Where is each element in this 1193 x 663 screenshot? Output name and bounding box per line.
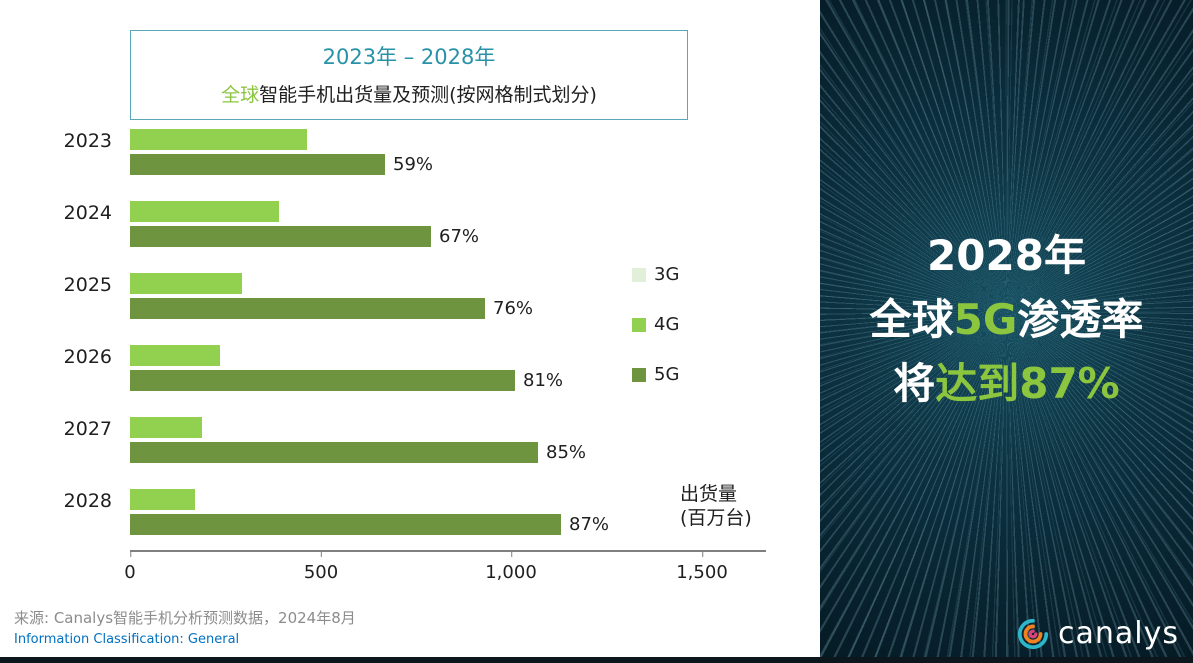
year-label-2023: 2023 xyxy=(63,130,112,152)
5g-share-label-2023: 59% xyxy=(393,154,434,175)
legend-swatch-4g xyxy=(632,317,646,332)
x-tick-0: 0 xyxy=(124,552,136,583)
bar-group-2025: 76% xyxy=(130,273,533,319)
classification-note: Information Classification: General xyxy=(14,632,240,647)
canalys-logo-text: canalys xyxy=(1058,616,1179,651)
5g-share-label-2028: 87% xyxy=(569,514,610,535)
chart-row-2028: 2028 87% xyxy=(64,476,609,548)
x-axis: 0 500 1,000 1,500 xyxy=(124,550,766,583)
chart-row-2025: 2025 76% xyxy=(64,260,609,332)
bar-4g-2025 xyxy=(130,273,242,294)
chart-title-main: 全球智能手机出货量及预测(按网格制式划分) xyxy=(135,80,683,107)
year-label-2026: 2026 xyxy=(63,346,112,368)
bar-5g-2025 xyxy=(130,298,485,319)
bar-line-5g-2024: 67% xyxy=(130,226,479,247)
chart-panel: 2023年 – 2028年 全球智能手机出货量及预测(按网格制式划分) 2023… xyxy=(14,30,766,647)
legend-label-3g: 3G xyxy=(654,264,680,285)
legend-item-4g: 4G xyxy=(632,314,679,335)
canalys-logo: canalys xyxy=(1016,616,1179,651)
legend-swatch-5g xyxy=(632,367,646,382)
axis-unit-line1: 出货量 xyxy=(680,483,738,505)
headline-line1: 2028年 xyxy=(927,231,1086,280)
x-tick-1,000: 1,000 xyxy=(485,552,537,583)
right-headline: 2028年 全球5G渗透率 将达到87% xyxy=(820,224,1193,416)
bar-group-2023: 59% xyxy=(130,129,433,175)
chart-legend: 3G 4G 5G xyxy=(632,264,679,414)
chart-title-rest: 智能手机出货量及预测(按网格制式划分) xyxy=(259,84,597,106)
chart-row-2024: 2024 67% xyxy=(64,188,609,260)
bar-chart: 2023 59% 2024 67% 2025 76% 2026 81% 2027 85% 2028 8… xyxy=(64,116,609,548)
axis-unit-label: 出货量 (百万台) xyxy=(680,482,752,530)
canalys-logo-icon xyxy=(1016,617,1050,651)
bar-5g-2028 xyxy=(130,514,561,535)
bar-4g-2028 xyxy=(130,489,195,510)
headline-line2: 全球5G渗透率 xyxy=(820,288,1193,352)
year-label-2027: 2027 xyxy=(63,418,112,440)
headline-line3-pre: 将 xyxy=(893,359,936,408)
bar-line-5g-2025: 76% xyxy=(130,298,533,319)
bar-group-2028: 87% xyxy=(130,489,609,535)
legend-label-4g: 4G xyxy=(654,314,680,335)
bar-5g-2026 xyxy=(130,370,515,391)
chart-row-2023: 2023 59% xyxy=(64,116,609,188)
bar-5g-2023 xyxy=(130,154,385,175)
bottom-edge-strip xyxy=(0,657,1193,663)
year-label-2024: 2024 xyxy=(63,202,112,224)
5g-share-label-2027: 85% xyxy=(546,442,587,463)
bar-group-2027: 85% xyxy=(130,417,586,463)
x-tick-500: 500 xyxy=(303,552,339,583)
bar-5g-2027 xyxy=(130,442,538,463)
bar-line-4g-2026 xyxy=(130,345,563,366)
5g-share-label-2026: 81% xyxy=(523,370,564,391)
chart-row-2027: 2027 85% xyxy=(64,404,609,476)
5g-share-label-2025: 76% xyxy=(493,298,534,319)
legend-item-3g: 3G xyxy=(632,264,679,285)
year-label-2025: 2025 xyxy=(63,274,112,296)
chart-row-2026: 2026 81% xyxy=(64,332,609,404)
headline-line2-post: 渗透率 xyxy=(1017,295,1144,344)
bar-group-2024: 67% xyxy=(130,201,479,247)
bar-line-4g-2025 xyxy=(130,273,533,294)
bar-4g-2023 xyxy=(130,129,307,150)
bar-line-5g-2028: 87% xyxy=(130,514,609,535)
x-tick-1,500: 1,500 xyxy=(676,552,728,583)
headline-line2-pre: 全球 xyxy=(869,295,954,344)
chart-title-box: 2023年 – 2028年 全球智能手机出货量及预测(按网格制式划分) xyxy=(130,30,688,120)
chart-title-highlight: 全球 xyxy=(221,84,260,106)
legend-label-5g: 5G xyxy=(654,364,680,385)
bar-line-5g-2023: 59% xyxy=(130,154,433,175)
bar-line-4g-2028 xyxy=(130,489,609,510)
axis-unit-line2: (百万台) xyxy=(680,507,752,529)
legend-swatch-3g xyxy=(632,267,646,282)
bar-5g-2024 xyxy=(130,226,431,247)
bar-4g-2027 xyxy=(130,417,202,438)
bar-line-4g-2023 xyxy=(130,129,433,150)
highlight-panel: 2028年 全球5G渗透率 将达到87% canalys xyxy=(820,0,1193,663)
source-note: 来源: Canalys智能手机分析预测数据，2024年8月 xyxy=(14,609,356,627)
bar-4g-2026 xyxy=(130,345,220,366)
bar-line-4g-2027 xyxy=(130,417,586,438)
headline-line3: 将达到87% xyxy=(820,352,1193,416)
headline-line3-highlight: 达到87% xyxy=(935,359,1120,408)
year-label-2028: 2028 xyxy=(63,490,112,512)
bar-line-5g-2026: 81% xyxy=(130,370,563,391)
chart-title-years: 2023年 – 2028年 xyxy=(322,45,496,69)
bar-line-5g-2027: 85% xyxy=(130,442,586,463)
legend-item-5g: 5G xyxy=(632,364,679,385)
headline-line2-highlight: 5G xyxy=(953,295,1018,344)
bar-line-4g-2024 xyxy=(130,201,479,222)
bar-group-2026: 81% xyxy=(130,345,563,391)
bar-4g-2024 xyxy=(130,201,279,222)
5g-share-label-2024: 67% xyxy=(439,226,480,247)
